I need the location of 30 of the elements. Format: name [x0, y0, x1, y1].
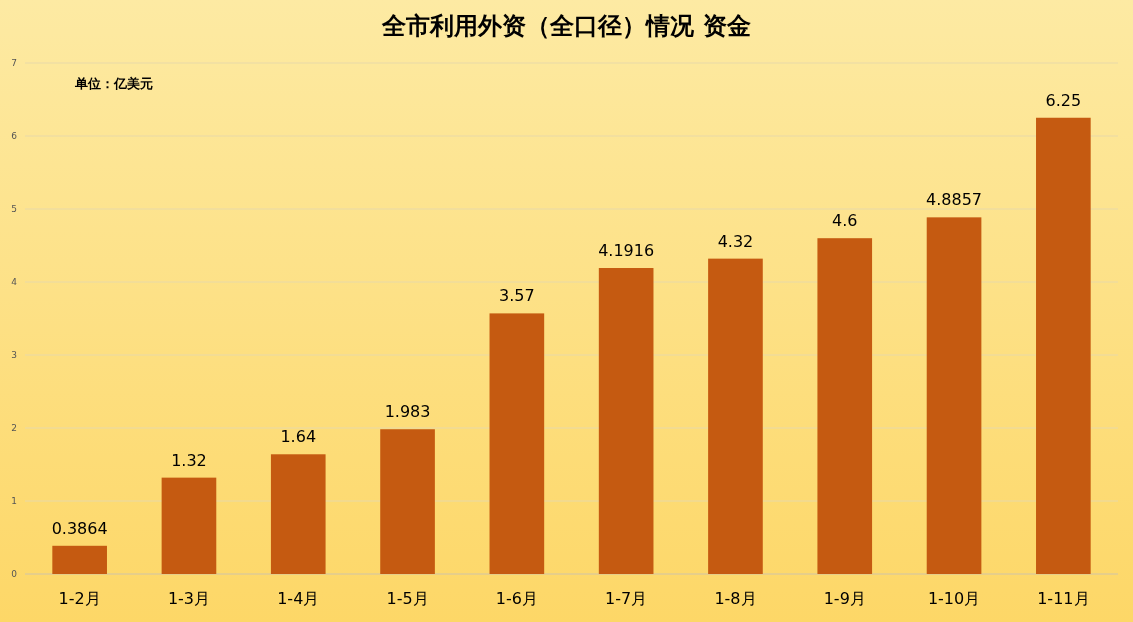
y-tick-label: 5: [11, 204, 17, 215]
data-label: 6.25: [1045, 90, 1082, 110]
data-label: 0.3864: [51, 518, 108, 538]
y-tick-label: 7: [11, 58, 17, 69]
data-label: 1.32: [171, 450, 207, 470]
x-tick-label: 1-5月: [386, 589, 429, 608]
x-tick-label: 1-3月: [167, 589, 211, 608]
data-label: 4.6: [832, 211, 858, 231]
chart-title: 全市利用外资（全口径）情况 资金: [381, 12, 751, 40]
data-label: 4.1916: [598, 241, 655, 261]
y-tick-label: 3: [11, 350, 17, 361]
x-tick-label: 1-2月: [58, 589, 101, 608]
x-tick-label: 1-4月: [277, 589, 320, 608]
y-tick-label: 4: [11, 277, 18, 288]
x-tick-label: 1-9月: [823, 589, 866, 608]
x-tick-label: 1-11月: [1037, 589, 1090, 608]
y-tick-label: 2: [11, 423, 17, 434]
data-label: 4.32: [717, 231, 754, 251]
data-label: 4.8857: [926, 190, 983, 210]
data-label: 1.64: [280, 427, 317, 447]
x-tick-label: 1-8月: [714, 589, 757, 608]
data-label: 1.983: [384, 402, 431, 422]
x-tick-label: 1-10月: [927, 589, 981, 608]
data-label: 3.57: [499, 286, 535, 306]
y-tick-label: 6: [11, 131, 18, 142]
x-tick-label: 1-7月: [605, 589, 648, 608]
y-tick-label: 0: [11, 569, 18, 580]
annotation: 单位：亿美元: [74, 76, 153, 91]
y-tick-label: 1: [11, 496, 17, 507]
x-tick-label: 1-6月: [495, 589, 538, 608]
